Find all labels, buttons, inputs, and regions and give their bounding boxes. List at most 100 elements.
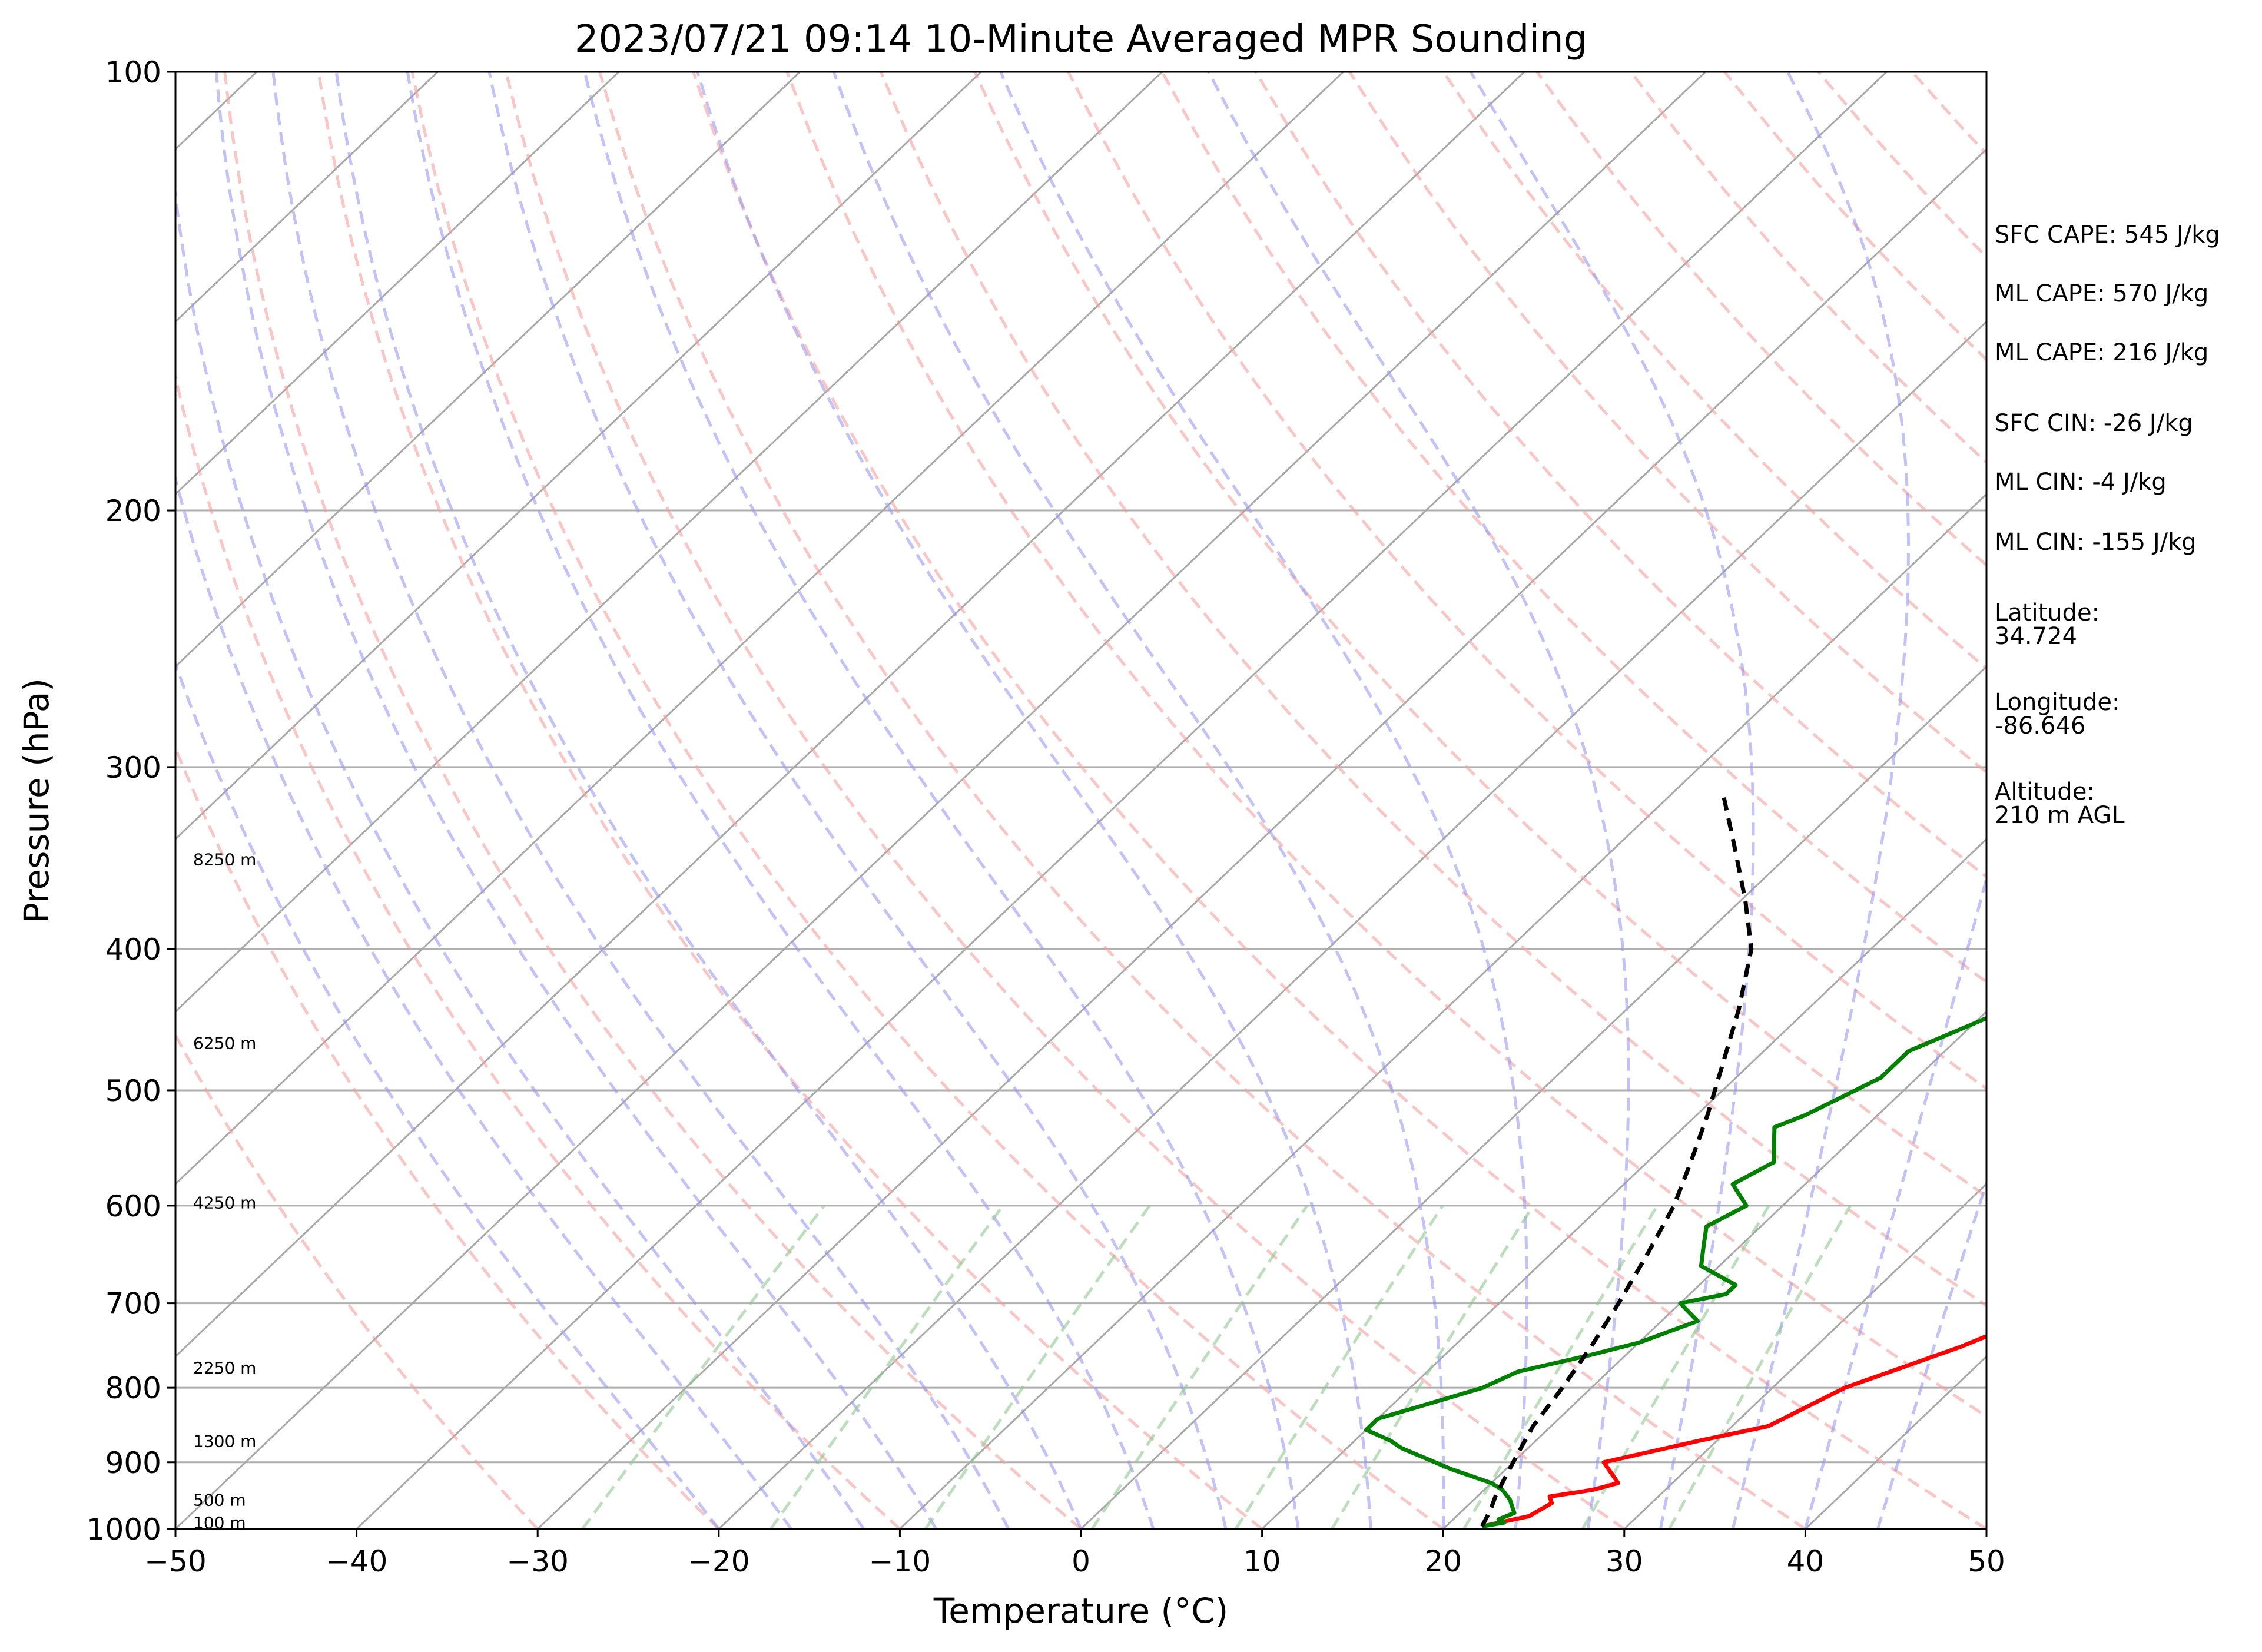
y-tick-label: 900 [105, 1446, 161, 1480]
dry-adiabat-line [692, 72, 1986, 1529]
moist-adiabat-line [406, 72, 1155, 1529]
mixing-ratio-line [1462, 1205, 1659, 1529]
moist-adiabat-line [1876, 1178, 1986, 1529]
moist-adiabat-line [999, 72, 1528, 1529]
annotation-text: 210 m AGL [1995, 802, 2125, 829]
x-tick-label: −50 [144, 1544, 207, 1578]
moist-adiabat-line [832, 72, 1445, 1529]
moist-adiabat-line [583, 72, 1300, 1529]
height-label: 1300 m [193, 1431, 256, 1451]
isotherm-line [1623, 1183, 1986, 1529]
moist-adiabat-line [334, 72, 1083, 1529]
height-label: 2250 m [193, 1358, 256, 1378]
isotherm-line [175, 72, 1525, 1358]
isotherm-line [175, 72, 620, 496]
isotherm-line [537, 148, 1986, 1529]
height-label: 6250 m [193, 1034, 256, 1053]
plot-frame [174, 71, 1988, 1530]
mixing-ratio-line [1090, 1205, 1308, 1529]
isotherm-line [175, 72, 801, 668]
x-axis-ticks: −50 −40 −30 −20 −10 0 10 20 30 40 50 [144, 1529, 2005, 1578]
annotation-text: Latitude: [1995, 599, 2100, 626]
x-tick-label: 30 [1606, 1544, 1643, 1578]
annotation-text: ML CIN: -4 J/kg [1995, 469, 2167, 496]
temperature-profile [1481, 1333, 1986, 1529]
isotherm-line [1442, 1010, 1986, 1529]
dry-adiabat-line [175, 744, 720, 1529]
sounding-annotations: SFC CAPE: 545 J/kg ML CAPE: 570 J/kg ML CA… [1995, 221, 2220, 829]
y-tick-label: 200 [105, 494, 161, 528]
moist-adiabat-line [175, 473, 792, 1529]
annotation-text: ML CAPE: 216 J/kg [1995, 339, 2208, 366]
dewpoint-profile [1364, 1016, 1986, 1529]
y-tick-label: 700 [105, 1287, 161, 1321]
y-axis-ticks: 1000 900 800 700 600 500 400 300 200 100 [87, 55, 175, 1547]
annotation-text: Altitude: [1995, 778, 2095, 805]
x-tick-label: 0 [1072, 1544, 1090, 1578]
annotation-text: 34.724 [1995, 623, 2077, 650]
dry-adiabat-line [1348, 72, 1986, 774]
y-tick-label: 600 [105, 1189, 161, 1223]
x-tick-label: 20 [1424, 1544, 1462, 1578]
y-tick-label: 1000 [87, 1512, 161, 1547]
background-grid [175, 72, 1986, 1529]
height-labels: 100 m 500 m 1300 m 2250 m 4250 m 6250 m 8250 m [193, 850, 256, 1532]
isotherm-line [356, 72, 1888, 1529]
moist-adiabat-line [696, 72, 1372, 1529]
isotherm-line [175, 72, 439, 323]
dry-adiabat-line [223, 72, 1082, 1529]
isotherm-line [175, 72, 982, 841]
isotherm-line [175, 72, 1706, 1529]
mixing-ratio-line [1668, 1205, 1852, 1529]
dry-adiabat-line [504, 72, 1626, 1529]
height-label: 100 m [193, 1513, 246, 1532]
moist-adiabat-line [175, 183, 865, 1529]
y-tick-label: 800 [105, 1371, 161, 1405]
isotherm-line [175, 72, 1163, 1013]
isotherm-line [175, 72, 1344, 1186]
y-tick-label: 500 [105, 1074, 161, 1108]
moist-adiabat-line [1803, 873, 1986, 1529]
dry-adiabat-line [879, 72, 1986, 1308]
height-label: 8250 m [193, 850, 256, 869]
chart-title: 2023/07/21 09:14 10-Minute Averaged MPR … [575, 18, 1587, 61]
height-label: 500 m [193, 1491, 246, 1510]
mixing-ratio-line [770, 1205, 1004, 1529]
moist-adiabat-line [214, 72, 938, 1529]
moist-adiabat-line [487, 72, 1228, 1529]
mixing-ratio-line [581, 1205, 825, 1529]
isotherm-line [899, 493, 1986, 1529]
isotherm-line [1261, 838, 1986, 1529]
parcel-path [1480, 791, 1754, 1528]
isotherm-line [718, 320, 1986, 1529]
annotation-text: Longitude: [1995, 689, 2120, 716]
y-tick-label: 300 [105, 751, 161, 785]
dry-adiabat-line [317, 72, 1263, 1529]
annotation-text: SFC CIN: -26 J/kg [1995, 410, 2193, 437]
dry-adiabat-line [410, 72, 1444, 1529]
x-tick-label: −40 [326, 1544, 388, 1578]
x-tick-label: 50 [1968, 1544, 2005, 1578]
annotation-text: -86.646 [1995, 712, 2085, 739]
y-tick-label: 400 [105, 933, 161, 967]
x-tick-label: −20 [688, 1544, 750, 1578]
dry-adiabat-line [973, 72, 1986, 1199]
mixing-ratio-line [1234, 1205, 1444, 1529]
mixing-ratio-line [924, 1205, 1151, 1529]
moist-adiabat-line [1731, 72, 1911, 1529]
moist-adiabat-line [271, 72, 1010, 1529]
height-label: 4250 m [193, 1193, 256, 1213]
annotation-text: ML CAPE: 570 J/kg [1995, 280, 2208, 307]
x-tick-label: −30 [506, 1544, 569, 1578]
dry-adiabat-line [785, 72, 1986, 1418]
x-tick-label: 10 [1243, 1544, 1281, 1578]
mixing-ratio-line [1330, 1205, 1535, 1529]
dry-adiabat-line [598, 72, 1806, 1529]
y-tick-label: 100 [105, 55, 161, 89]
x-axis-label: Temperature (°C) [933, 1591, 1229, 1631]
series-layer [1364, 791, 1986, 1529]
annotation-text: ML CIN: -155 J/kg [1995, 529, 2197, 556]
moist-adiabat-line [175, 659, 720, 1529]
moist-adiabat-line [1207, 72, 1630, 1529]
